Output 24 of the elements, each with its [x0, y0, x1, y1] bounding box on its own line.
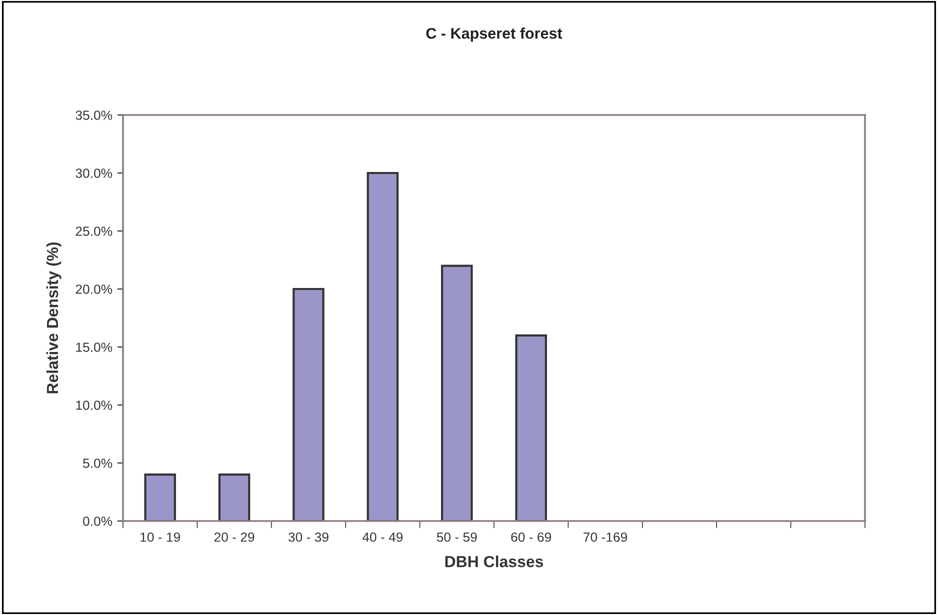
x-tick-label: 30 - 39 [288, 532, 328, 542]
bar [366, 172, 399, 521]
x-tick-label: 10 - 19 [140, 532, 180, 542]
y-tick-label: 15.0% [76, 342, 112, 352]
x-tick-label: 40 - 49 [362, 532, 403, 542]
y-tick-label: 30.0% [76, 168, 112, 178]
y-tick-label: 5.0% [83, 458, 112, 468]
y-tick-label: 10.0% [76, 400, 112, 410]
x-tick-label: 70 -169 [584, 532, 628, 542]
chart-title: C - Kapseret forest [426, 28, 562, 42]
x-tick-label: 20 - 29 [214, 532, 254, 542]
x-tick-label: 50 - 59 [436, 532, 477, 542]
y-axis-title: Relative Density (%) [46, 242, 62, 394]
y-tick-label: 35.0% [76, 110, 112, 120]
bar [441, 264, 473, 521]
y-tick-label: 25.0% [76, 226, 112, 236]
x-tick-label: 60 - 69 [511, 532, 552, 542]
y-tick-label: 20.0% [76, 284, 112, 294]
bar [292, 288, 324, 521]
bar [218, 474, 250, 521]
bar [144, 474, 176, 521]
y-tick-label: 0.0% [83, 516, 112, 526]
bar [515, 334, 547, 521]
x-axis-title: DBH Classes [445, 556, 544, 568]
